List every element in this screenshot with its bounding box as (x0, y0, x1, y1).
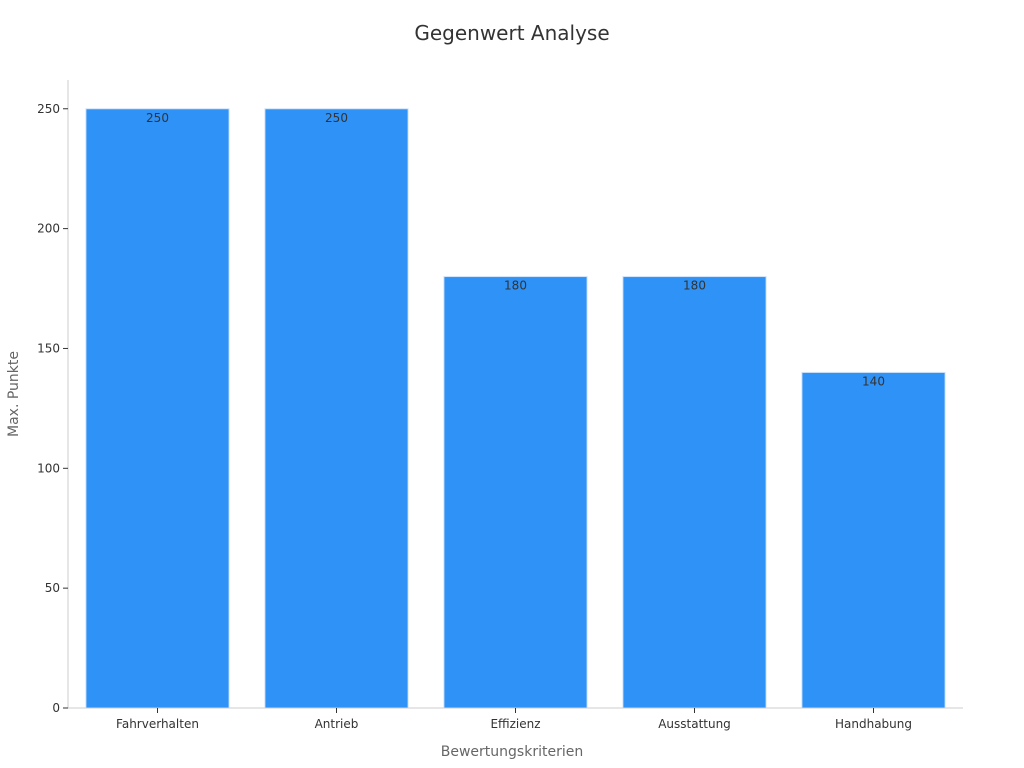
y-axis-title: Max. Punkte (6, 351, 22, 437)
data-label-handhabung: 140 (862, 374, 885, 388)
x-tick-label: Handhabung (835, 717, 912, 731)
chart-title: Gegenwert Analyse (414, 21, 609, 45)
bar-effizienz (443, 276, 588, 709)
data-label-fahrverhalten: 250 (146, 111, 169, 125)
data-label-ausstattung: 180 (683, 279, 706, 293)
x-tick-label: Fahrverhalten (116, 717, 199, 731)
y-ticks-group: 0 50 100 150 200 250 (37, 102, 68, 715)
y-tick-label: 250 (37, 102, 60, 116)
bar-ausstattung (622, 276, 767, 709)
bars-group (85, 108, 946, 709)
x-tick-label: Antrieb (315, 717, 359, 731)
data-label-antrieb: 250 (325, 111, 348, 125)
x-tick-label: Ausstattung (658, 717, 731, 731)
y-tick-label: 50 (45, 581, 60, 595)
y-tick-label: 200 (37, 222, 60, 236)
data-label-effizienz: 180 (504, 279, 527, 293)
y-tick-label: 150 (37, 341, 60, 355)
bar-handhabung (801, 371, 946, 709)
x-axis-title: Bewertungskriterien (441, 744, 583, 760)
y-tick-label: 0 (52, 701, 60, 715)
y-tick-label: 100 (37, 461, 60, 475)
bar-fahrverhalten (85, 108, 230, 709)
x-ticks-group: Fahrverhalten Antrieb Effizienz Ausstattung… (116, 708, 912, 731)
bar-antrieb (264, 108, 409, 709)
x-tick-label: Effizienz (490, 717, 540, 731)
data-labels-group: 250 250 180 180 140 (146, 111, 885, 389)
